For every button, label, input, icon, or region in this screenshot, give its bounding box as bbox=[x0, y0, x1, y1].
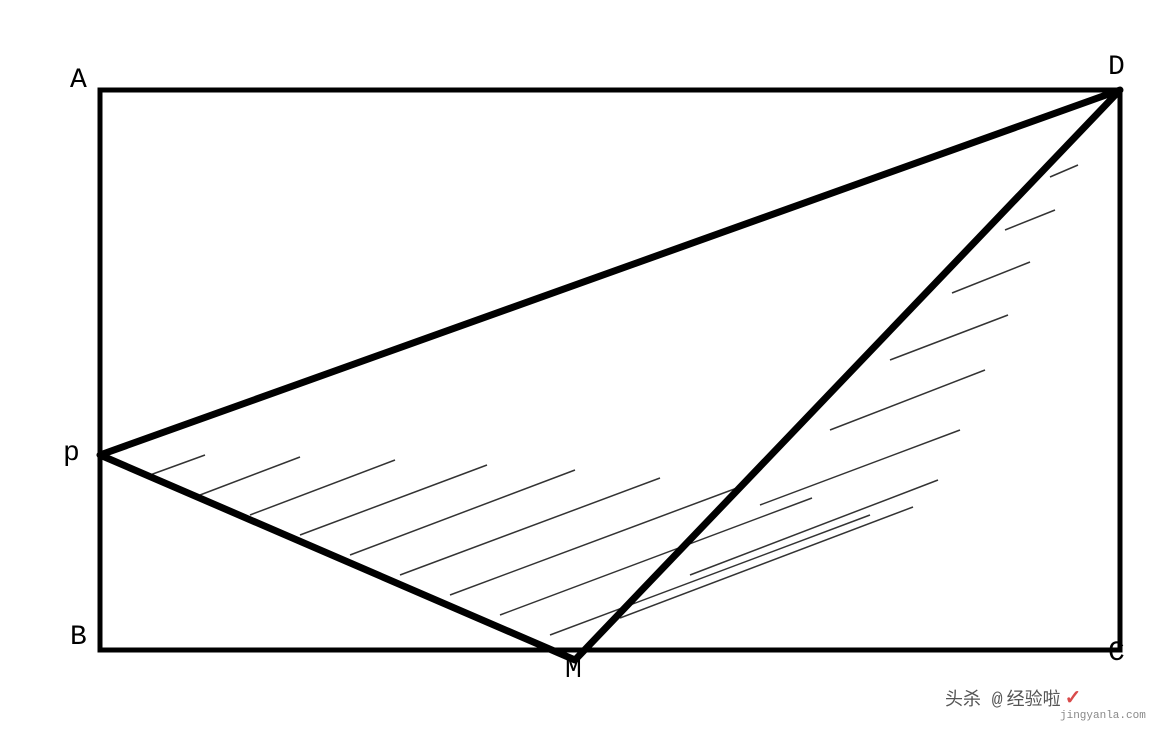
label-p: p bbox=[63, 438, 80, 469]
rectangle-abcd bbox=[100, 90, 1120, 650]
watermark-prefix: 头杀 @ bbox=[945, 685, 1003, 711]
label-d: D bbox=[1108, 52, 1125, 83]
diagram-svg bbox=[0, 0, 1150, 726]
label-b: B bbox=[70, 622, 87, 653]
label-a: A bbox=[70, 65, 87, 96]
checkmark-icon: ✓ bbox=[1065, 685, 1082, 711]
label-m: M bbox=[565, 655, 582, 686]
geometry-diagram: A D B C p M 头杀 @ 经验啦 ✓ jingyanla.com bbox=[0, 0, 1150, 726]
watermark-url: jingyanla.com bbox=[1060, 710, 1146, 722]
watermark-text: 经验啦 bbox=[1007, 685, 1061, 711]
label-c: C bbox=[1108, 638, 1125, 669]
watermark: 头杀 @ 经验啦 ✓ bbox=[945, 685, 1081, 711]
hatching-group bbox=[150, 165, 1078, 635]
